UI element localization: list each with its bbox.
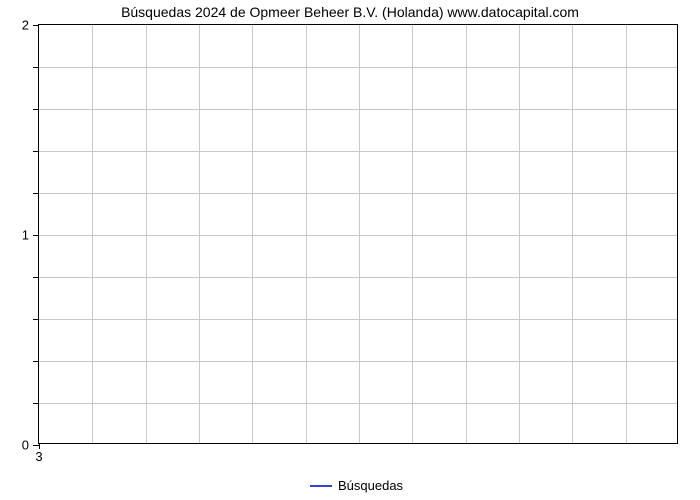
gridline-horizontal xyxy=(39,67,677,68)
gridline-vertical xyxy=(466,25,467,443)
gridline-horizontal xyxy=(39,193,677,194)
gridline-vertical xyxy=(626,25,627,443)
y-axis-tick-mark xyxy=(33,25,39,26)
y-axis-minor-tick-mark xyxy=(33,193,39,194)
gridline-vertical xyxy=(92,25,93,443)
legend-label: Búsquedas xyxy=(338,478,403,493)
plot-area: 0123 xyxy=(38,24,678,444)
gridline-vertical xyxy=(252,25,253,443)
y-axis-minor-tick-mark xyxy=(33,361,39,362)
y-axis-minor-tick-mark xyxy=(33,277,39,278)
gridline-vertical xyxy=(572,25,573,443)
y-axis-tick-mark xyxy=(33,235,39,236)
legend: Búsquedas xyxy=(310,478,403,493)
gridline-vertical xyxy=(519,25,520,443)
gridline-horizontal xyxy=(39,235,677,236)
x-axis-tick-mark xyxy=(39,443,40,449)
legend-line-icon xyxy=(310,485,332,487)
y-axis-minor-tick-mark xyxy=(33,109,39,110)
y-axis-minor-tick-mark xyxy=(33,403,39,404)
chart-container: Búsquedas 2024 de Opmeer Beheer B.V. (Ho… xyxy=(0,0,700,500)
gridline-vertical xyxy=(412,25,413,443)
gridline-vertical xyxy=(306,25,307,443)
gridline-vertical xyxy=(146,25,147,443)
chart-title: Búsquedas 2024 de Opmeer Beheer B.V. (Ho… xyxy=(0,4,700,20)
gridline-horizontal xyxy=(39,319,677,320)
gridline-horizontal xyxy=(39,277,677,278)
gridline-vertical xyxy=(359,25,360,443)
y-axis-minor-tick-mark xyxy=(33,151,39,152)
gridline-horizontal xyxy=(39,361,677,362)
y-axis-minor-tick-mark xyxy=(33,67,39,68)
gridline-horizontal xyxy=(39,109,677,110)
y-axis-minor-tick-mark xyxy=(33,319,39,320)
gridline-horizontal xyxy=(39,151,677,152)
gridline-horizontal xyxy=(39,403,677,404)
gridline-vertical xyxy=(199,25,200,443)
